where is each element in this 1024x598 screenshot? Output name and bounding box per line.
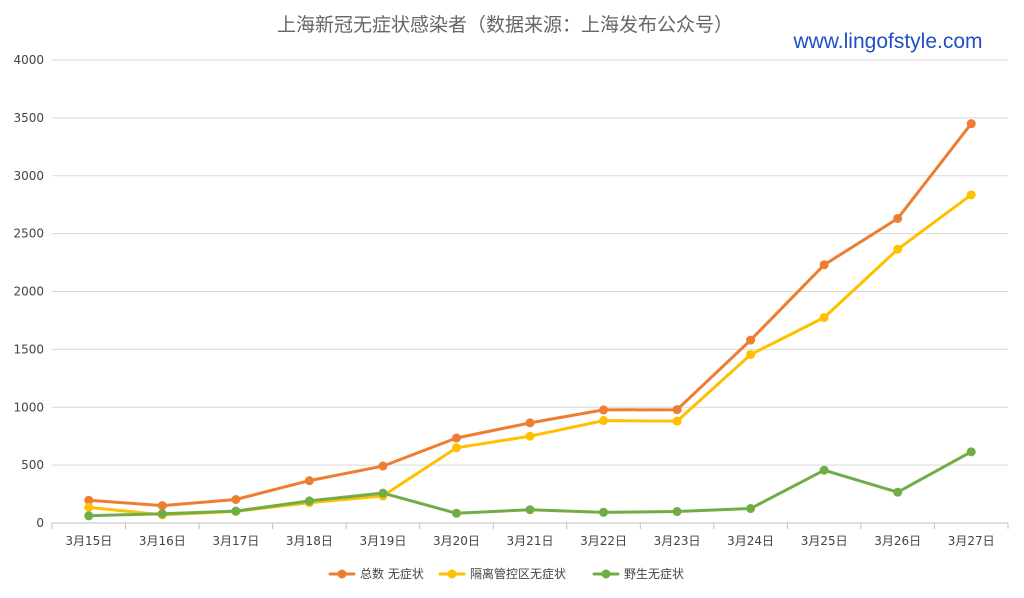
grid	[52, 59, 1008, 524]
data-point	[304, 496, 314, 506]
y-tick-label: 1500	[13, 342, 44, 356]
data-point	[746, 350, 756, 360]
data-point	[231, 506, 241, 516]
data-point	[525, 431, 535, 441]
x-tick-label: 3月15日	[65, 534, 112, 548]
y-tick-label: 4000	[13, 53, 44, 67]
watermark-text: www.lingofstyle.com	[792, 30, 982, 53]
legend-swatch-marker	[337, 569, 347, 579]
data-point	[84, 502, 94, 512]
x-tick-label: 3月20日	[433, 534, 480, 548]
legend-label: 隔离管控区无症状	[470, 566, 566, 581]
data-point	[966, 119, 976, 129]
data-point	[84, 511, 94, 521]
data-point	[893, 487, 903, 497]
x-tick-label: 3月27日	[948, 534, 995, 548]
y-tick-label: 3000	[13, 169, 44, 183]
data-point	[672, 405, 682, 415]
legend-item: 野生无症状	[592, 566, 684, 581]
data-point	[451, 433, 461, 443]
x-tick-label: 3月18日	[286, 534, 333, 548]
data-point	[525, 418, 535, 428]
data-point	[451, 443, 461, 453]
data-point	[672, 507, 682, 517]
data-point	[599, 405, 609, 415]
legend-item: 总数 无症状	[328, 566, 424, 581]
x-tick-label: 3月16日	[139, 534, 186, 548]
data-point	[157, 501, 167, 511]
y-tick-label: 500	[21, 458, 44, 472]
data-point	[599, 416, 609, 426]
series-1	[84, 119, 976, 511]
y-tick-label: 2000	[13, 285, 44, 299]
y-axis: 0 500 1000 1500 2000 2500 3000 3500 4000	[13, 53, 44, 530]
legend-item: 隔离管控区无症状	[438, 566, 566, 581]
legend-swatch-marker	[601, 569, 611, 579]
x-tick-label: 3月26日	[874, 534, 921, 548]
data-point	[819, 260, 829, 270]
x-tick-label: 3月22日	[580, 534, 627, 548]
x-axis: 3月15日 3月16日 3月17日 3月18日 3月19日 3月20日 3月21日 3月22日…	[51, 523, 1009, 548]
series-2	[84, 190, 976, 520]
series-3	[84, 447, 976, 521]
data-point	[451, 508, 461, 518]
data-point	[84, 495, 94, 505]
y-tick-label: 1000	[13, 400, 44, 414]
x-tick-label: 3月19日	[359, 534, 406, 548]
data-point	[746, 335, 756, 345]
data-point	[819, 313, 829, 323]
data-point	[966, 447, 976, 457]
x-tick-label: 3月23日	[654, 534, 701, 548]
x-tick-label: 3月21日	[507, 534, 554, 548]
series-line	[87, 122, 973, 508]
series-line	[87, 193, 973, 517]
data-point	[672, 416, 682, 426]
data-point	[304, 476, 314, 486]
x-tick-label: 3月25日	[801, 534, 848, 548]
data-point	[746, 504, 756, 514]
y-tick-label: 2500	[13, 227, 44, 241]
data-point	[231, 495, 241, 505]
legend-label: 总数 无症状	[360, 566, 424, 581]
legend-label: 野生无症状	[624, 566, 684, 581]
data-point	[893, 244, 903, 254]
data-point	[378, 488, 388, 498]
x-tick-label: 3月17日	[212, 534, 259, 548]
chart-title: 上海新冠无症状感染者（数据来源：上海发布公众号）	[277, 14, 733, 36]
data-point	[378, 461, 388, 471]
series-lines	[84, 119, 976, 521]
legend-swatch-marker	[447, 569, 457, 579]
data-point	[893, 213, 903, 223]
data-point	[819, 465, 829, 475]
data-point	[966, 190, 976, 200]
y-tick-label: 3500	[13, 111, 44, 125]
y-tick-label: 0	[36, 516, 44, 530]
data-point	[157, 509, 167, 519]
data-point	[599, 507, 609, 517]
legend: 总数 无症状 隔离管控区无症状 野生无症状	[328, 566, 684, 581]
x-tick-label: 3月24日	[727, 534, 774, 548]
data-point	[525, 505, 535, 515]
